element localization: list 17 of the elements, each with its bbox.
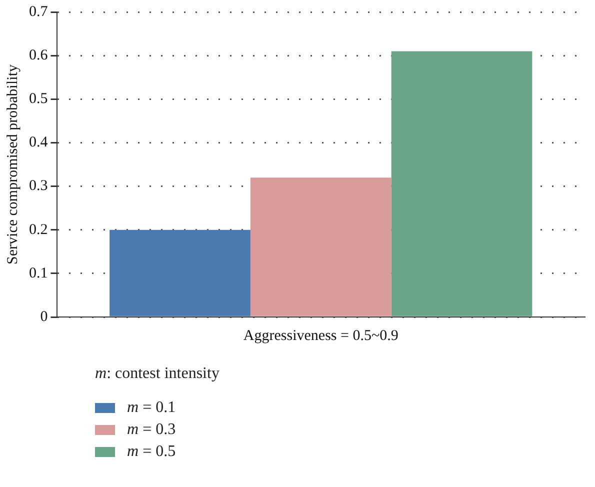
y-tick-label: 0.6 <box>29 48 48 64</box>
legend-label: m = 0.5 <box>127 443 176 461</box>
bar <box>110 230 250 316</box>
y-tick-label: 0.5 <box>29 91 48 108</box>
legend-title: m: contest intensity <box>95 365 220 382</box>
legend-label: m = 0.1 <box>127 399 176 417</box>
legend-label: m = 0.3 <box>127 421 176 439</box>
y-axis-title: Service compromised probability <box>4 64 21 264</box>
y-tick-label: 0.3 <box>29 178 48 194</box>
y-tick-label: 0.4 <box>29 134 48 151</box>
y-tick-label: 0.7 <box>29 4 48 20</box>
bar <box>250 178 392 316</box>
x-tick-label: Aggressiveness = 0.5~0.9 <box>243 328 398 344</box>
y-tick-label: 0 <box>40 308 48 325</box>
bar <box>391 51 532 316</box>
y-tick-label: 0.2 <box>29 222 48 238</box>
y-tick-label: 0.1 <box>29 265 48 282</box>
